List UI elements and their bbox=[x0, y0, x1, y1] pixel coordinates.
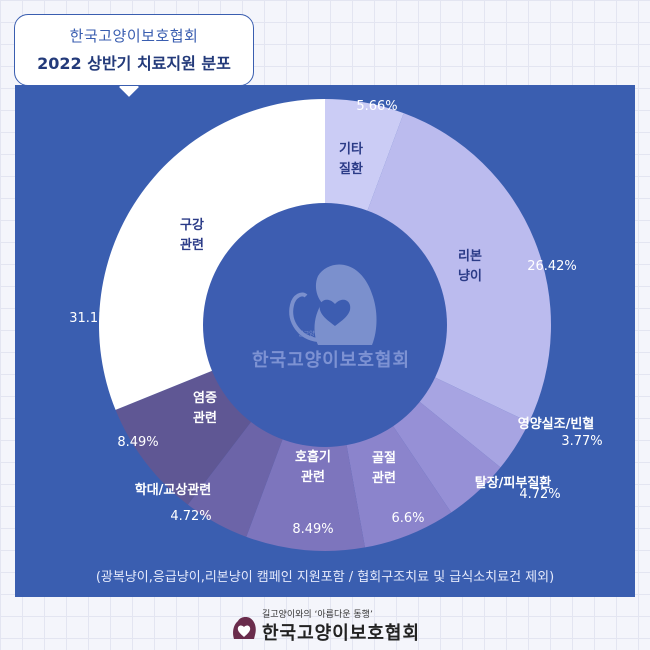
donut-slice bbox=[392, 400, 501, 513]
donut-slice bbox=[325, 99, 404, 213]
donut-slice bbox=[246, 437, 365, 551]
slice-label: 호흡기 관련 bbox=[295, 449, 331, 485]
center-watermark: 길고양이와의 ‘아름다운 동행’ bbox=[289, 264, 377, 345]
slice-label: 구강 관련 bbox=[180, 217, 204, 253]
slice-label: 기타 질환 bbox=[339, 141, 363, 177]
cat-tail-icon bbox=[289, 292, 319, 342]
value-labels: 5.66% 26.42% 3.77% 4.72% 6.6% 8.49% 4.72% 8.49%… bbox=[69, 99, 602, 537]
value-label: 5.66% bbox=[356, 99, 397, 114]
slice-label: 탈장/피부질환 bbox=[475, 475, 552, 491]
footnote: (광복냥이,응급냥이,리본냥이 캠페인 지원포함 / 협회구조치료 및 급식소치… bbox=[95, 570, 555, 585]
value-label: 4.72% bbox=[519, 487, 560, 502]
watermark-name: 한국고양이보호협회 bbox=[252, 349, 410, 371]
slice-label: 골절 관련 bbox=[372, 451, 396, 486]
donut-slice bbox=[366, 113, 551, 423]
donut-slice bbox=[115, 370, 253, 505]
value-label: 6.6% bbox=[391, 511, 424, 526]
cat-logo-icon bbox=[233, 617, 256, 639]
donut-slice bbox=[99, 99, 325, 410]
org-title: 한국고양이보호협회 bbox=[69, 27, 199, 45]
value-label: 4.72% bbox=[170, 509, 211, 524]
donut-slice bbox=[187, 420, 284, 537]
donut-slices bbox=[99, 99, 551, 551]
donut-slice bbox=[346, 424, 452, 548]
footer-brand: 길고양이와의 ‘아름다운 동행’ 한국고양이보호협회 bbox=[226, 605, 436, 645]
slice-label: 학대/교상관련 bbox=[135, 482, 212, 498]
footer-name: 한국고양이보호협회 bbox=[262, 623, 421, 644]
value-label: 26.42% bbox=[527, 259, 577, 274]
value-label: 8.49% bbox=[292, 522, 333, 537]
value-label: 31.13% bbox=[69, 311, 119, 326]
chart-title: 2022 상반기 치료지원 분포 bbox=[37, 54, 231, 73]
cat-silhouette-icon bbox=[314, 264, 377, 345]
watermark-tagline: 길고양이와의 ‘아름다운 동행’ bbox=[298, 330, 372, 338]
heart-icon bbox=[319, 299, 351, 326]
slice-label: 영양실조/빈혈 bbox=[518, 416, 595, 432]
footer-tagline: 길고양이와의 ‘아름다운 동행’ bbox=[262, 610, 373, 620]
value-label: 8.49% bbox=[117, 435, 158, 450]
slice-label: 염증 관련 bbox=[193, 390, 217, 426]
slice-label: 리본 냥이 bbox=[458, 248, 482, 284]
donut-center bbox=[203, 203, 447, 447]
title-bubble: 한국고양이보호협회 2022 상반기 치료지원 분포 bbox=[14, 14, 254, 86]
value-label: 3.77% bbox=[561, 434, 602, 449]
donut-slice bbox=[418, 376, 530, 468]
